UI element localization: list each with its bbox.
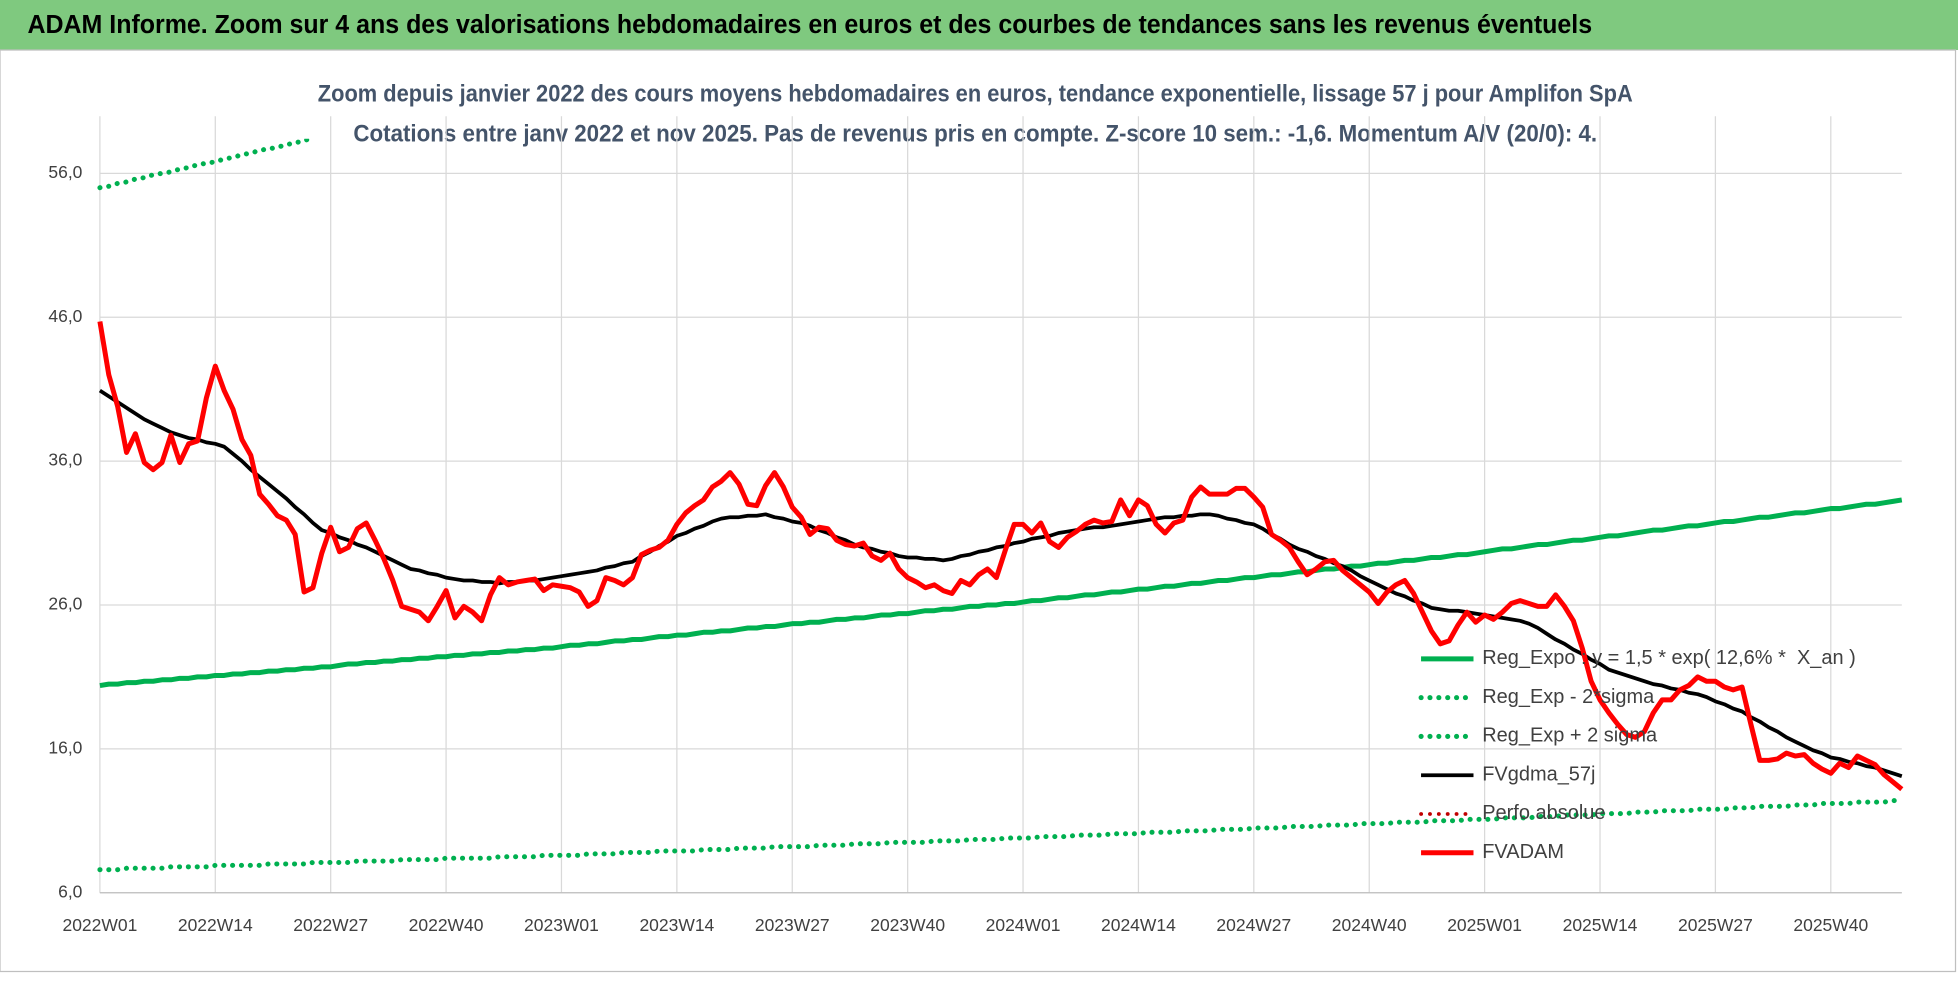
legend-label: FVADAM bbox=[1482, 841, 1564, 863]
x-tick-label: 2025W01 bbox=[1447, 915, 1522, 935]
chart-title: Zoom depuis janvier 2022 des cours moyen… bbox=[318, 81, 1633, 107]
banner-title: ADAM Informe. Zoom sur 4 ans des valoris… bbox=[27, 9, 1592, 39]
chart-subtitle: Cotations entre janv 2022 et nov 2025. P… bbox=[353, 121, 1597, 147]
series-line bbox=[97, 321, 1904, 792]
legend-label: Reg_Expo : y = 1,5 * exp( 12,6% * X_an ) bbox=[1482, 647, 1856, 669]
x-tick-label: 2023W27 bbox=[755, 915, 830, 935]
chart-frame bbox=[0, 49, 1957, 973]
y-tick-label: 16,0 bbox=[48, 737, 82, 757]
x-tick-label: 2022W40 bbox=[409, 915, 484, 935]
grid: 6,0 16,0 26,0 36,0 46,0 56,0 2022W01 2022W14 202… bbox=[48, 116, 1902, 935]
x-tick-label: 2022W01 bbox=[62, 915, 137, 935]
x-tick-label: 2023W01 bbox=[524, 915, 599, 935]
x-tick-label: 2023W14 bbox=[639, 915, 714, 935]
banner bbox=[0, 0, 1958, 51]
x-tick-label: 2024W14 bbox=[1101, 915, 1176, 935]
series-line bbox=[97, 798, 1905, 873]
x-tick-label: 2023W40 bbox=[870, 915, 945, 935]
x-tick-label: 2025W14 bbox=[1563, 915, 1638, 935]
plot-area bbox=[97, 138, 1905, 873]
series-line bbox=[98, 389, 1903, 778]
x-tick-label: 2024W40 bbox=[1332, 915, 1407, 935]
x-tick-label: 2022W14 bbox=[178, 915, 253, 935]
legend-label: FVgdma_57j bbox=[1482, 763, 1595, 785]
x-tick-label: 2022W27 bbox=[293, 915, 368, 935]
legend-label: Perfo absolue bbox=[1482, 802, 1605, 824]
legend: Reg_Expo : y = 1,5 * exp( 12,6% * X_an )… bbox=[1418, 647, 1856, 863]
y-tick-label: 36,0 bbox=[48, 450, 82, 470]
y-tick-label: 26,0 bbox=[48, 594, 82, 614]
series-line bbox=[97, 138, 316, 191]
legend-label: Reg_Exp - 2*sigma bbox=[1482, 686, 1655, 708]
legend-label: Reg_Exp + 2 sigma bbox=[1482, 725, 1658, 747]
y-tick-label: 6,0 bbox=[58, 881, 83, 901]
series-line bbox=[99, 497, 1903, 689]
x-tick-label: 2024W27 bbox=[1216, 915, 1291, 935]
x-tick-label: 2025W40 bbox=[1793, 915, 1868, 935]
x-tick-label: 2025W27 bbox=[1678, 915, 1753, 935]
y-tick-label: 56,0 bbox=[48, 162, 82, 182]
x-tick-label: 2024W01 bbox=[986, 915, 1061, 935]
y-tick-label: 46,0 bbox=[48, 306, 82, 326]
